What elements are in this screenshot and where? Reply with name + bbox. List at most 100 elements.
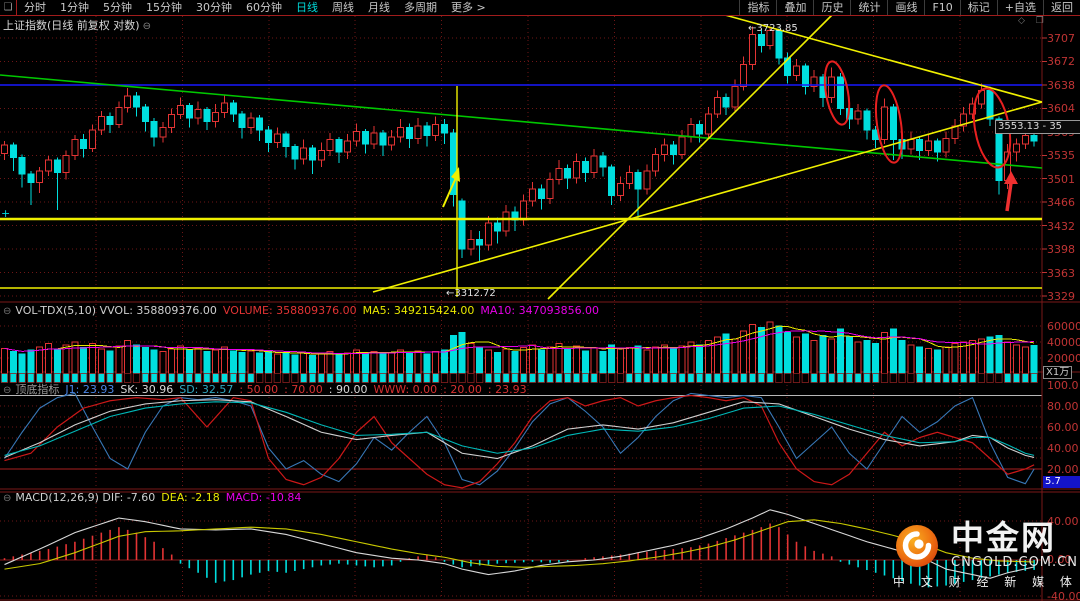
signal-strip-block xyxy=(247,373,255,383)
signal-strip-block xyxy=(80,373,88,383)
candle xyxy=(995,118,1003,182)
candle xyxy=(916,139,924,152)
menu-item-月线[interactable]: 月线 xyxy=(368,1,390,14)
menu-item-分时[interactable]: 分时 xyxy=(24,1,46,14)
menu-item-15分钟[interactable]: 15分钟 xyxy=(146,1,182,14)
menu-item-统计[interactable]: 统计 xyxy=(850,0,887,15)
volume-bar xyxy=(590,347,598,375)
price-axis-label: 3432 xyxy=(1047,219,1075,233)
collapse-icon[interactable]: ⊖ xyxy=(142,21,151,32)
signal-strip-block xyxy=(889,373,897,383)
signal-strip-block xyxy=(652,373,660,383)
volume-bar xyxy=(951,343,959,375)
menu-item-返回[interactable]: 返回 xyxy=(1043,0,1080,15)
annotation-layer xyxy=(442,60,1018,212)
candle xyxy=(441,124,448,134)
volume-bar xyxy=(18,353,26,375)
menu-item-指标[interactable]: 指标 xyxy=(739,0,776,15)
volume-bar xyxy=(678,345,686,375)
chart-corner-icons[interactable]: ◇ ❐ xyxy=(1018,16,1048,26)
candlestick-layer xyxy=(1,26,1038,263)
volume-axis-label: 60000 xyxy=(1047,320,1080,333)
volume-bar xyxy=(749,323,756,375)
candle xyxy=(423,125,431,137)
candle xyxy=(361,131,369,145)
pane-collapse-icon[interactable]: ⊖ xyxy=(3,385,12,396)
yellow-up-arrow-head xyxy=(451,167,460,182)
menu-item-1分钟[interactable]: 1分钟 xyxy=(60,1,89,14)
menu-item-多周期[interactable]: 多周期 xyxy=(404,1,437,14)
chart-title-line: 上证指数(日线 前复权 对数) ⊖ xyxy=(3,17,151,33)
indicator-pane-header: ⊖ 顶底指标 J1: 23.93 SK: 30.96 SD: 32.57: 50.00:… xyxy=(3,381,533,397)
candle xyxy=(265,129,272,143)
candle xyxy=(71,139,79,156)
candle xyxy=(379,132,387,146)
candle xyxy=(608,166,616,197)
volume-bar xyxy=(432,351,440,375)
menu-item-5分钟[interactable]: 5分钟 xyxy=(103,1,132,14)
volume-bar xyxy=(282,351,290,375)
pane-collapse-icon[interactable]: ⊖ xyxy=(3,306,12,317)
pane-collapse-icon[interactable]: ⊖ xyxy=(3,493,12,504)
candle xyxy=(573,161,580,179)
menu-item-日线[interactable]: 日线 xyxy=(296,1,318,14)
menu-item-周线[interactable]: 周线 xyxy=(332,1,354,14)
menu-item-画线[interactable]: 画线 xyxy=(887,0,924,15)
header-segment: : 20.00 xyxy=(443,383,482,396)
volume-bar xyxy=(608,344,616,375)
candle xyxy=(1013,143,1020,153)
volume-bar xyxy=(265,351,272,375)
signal-strip-block xyxy=(493,373,501,383)
menu-item-历史[interactable]: 历史 xyxy=(813,0,850,15)
volume-bar xyxy=(53,349,61,375)
menu-item-30分钟[interactable]: 30分钟 xyxy=(196,1,232,14)
volume-bar xyxy=(652,346,660,375)
signal-strip-block xyxy=(564,373,572,383)
volume-bar xyxy=(511,351,519,375)
signal-strip-block xyxy=(44,373,53,383)
volume-bar xyxy=(845,336,853,375)
candle xyxy=(502,211,510,232)
sk-line xyxy=(4,399,1035,460)
signal-strip-block xyxy=(432,373,440,383)
menu-item-60分钟[interactable]: 60分钟 xyxy=(246,1,282,14)
volume-pane-header: ⊖ VOL-TDX(5,10) VVOL: 358809376.00 VOLUME:… xyxy=(3,304,605,317)
signal-strip-block xyxy=(828,373,836,383)
candle xyxy=(1021,135,1029,145)
menu-item-F10[interactable]: F10 xyxy=(924,0,959,15)
window-icon[interactable]: ❏ xyxy=(0,0,17,15)
candle xyxy=(757,34,765,47)
indicator-axis-label: 80.00 xyxy=(1047,400,1079,413)
candle xyxy=(467,238,475,250)
signal-strip-block xyxy=(0,373,9,383)
signal-strip-block xyxy=(748,373,757,383)
volume-bar xyxy=(925,347,932,375)
volume-bar xyxy=(388,351,396,375)
signal-strip-block xyxy=(801,373,809,383)
candle xyxy=(273,133,281,143)
signal-strip-block xyxy=(924,373,933,383)
volume-bar xyxy=(1004,341,1012,375)
signal-strip-block xyxy=(62,373,70,383)
menu-item-标记[interactable]: 标记 xyxy=(959,0,997,15)
indicator-layer xyxy=(0,373,1038,489)
signal-strip-block xyxy=(53,373,61,383)
volume-bar xyxy=(203,351,211,375)
candle xyxy=(62,154,70,173)
volume-bar xyxy=(256,352,264,375)
header-segment: : 70.00 xyxy=(284,383,323,396)
candle xyxy=(749,34,756,66)
menu-item-叠加[interactable]: 叠加 xyxy=(776,0,813,15)
volume-bar xyxy=(309,355,316,375)
candle xyxy=(854,110,862,120)
menu-item-+自选[interactable]: +自选 xyxy=(996,0,1043,15)
candle xyxy=(933,140,941,153)
price-axis-label: 3638 xyxy=(1047,78,1075,92)
j1-line xyxy=(4,392,1035,486)
menu-item-更多 >[interactable]: 更多 > xyxy=(451,1,486,14)
signal-strip-block xyxy=(819,373,827,383)
signal-strip-block xyxy=(608,373,616,383)
price-axis-label: 3466 xyxy=(1047,196,1075,210)
volume-bar xyxy=(247,350,255,375)
volume-bar xyxy=(150,349,158,375)
